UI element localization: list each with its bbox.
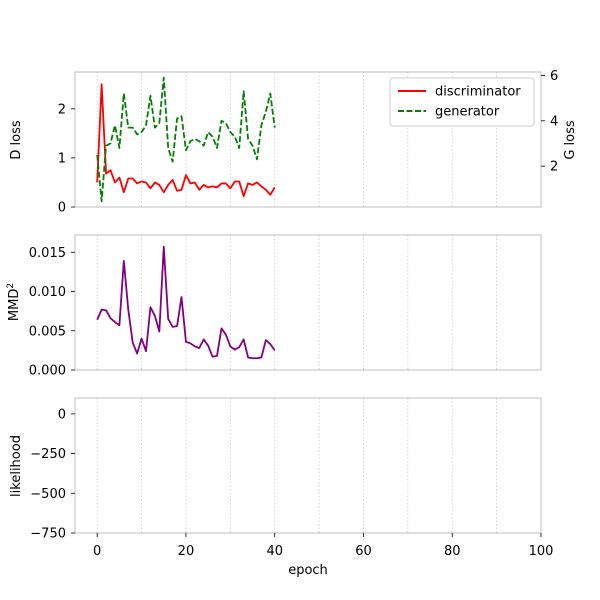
y-tick-label: 0 <box>58 407 66 422</box>
series-line-generator <box>96 76 276 203</box>
legend-label-discriminator: discriminator <box>435 85 521 100</box>
likelihood-grid <box>96 398 498 533</box>
y-tick-label: 0 <box>58 201 66 216</box>
x-tick-label: 60 <box>355 544 372 559</box>
y-tick-label: 1 <box>58 151 66 166</box>
mmd-y-ticks: 0.000 0.005 0.010 0.015 <box>29 246 75 379</box>
y-tick-label: 0.015 <box>29 246 66 261</box>
y-tick-label: 0.005 <box>29 324 66 339</box>
mmd-y-axis-label-sup: 2 <box>6 283 16 289</box>
mmd-panel: 0.000 0.005 0.010 0.015 MMD2 <box>6 234 542 379</box>
x-tick-label: 0 <box>93 544 101 559</box>
loss-grid <box>96 72 498 207</box>
mmd-y-axis-label-text: MMD <box>7 289 22 321</box>
legend-label-generator: generator <box>435 105 500 120</box>
mmd-plot-frame <box>74 234 542 371</box>
y-tick-label: −750 <box>30 527 66 542</box>
y-tick-label: 2 <box>58 102 66 117</box>
likelihood-x-ticks: 0 20 40 60 80 100 <box>93 533 553 559</box>
x-tick-label: 100 <box>529 544 554 559</box>
likelihood-panel: 0 −250 −500 −750 0 20 40 60 80 100 likelihood ep… <box>9 397 553 578</box>
y-tick-label: 0.010 <box>29 285 66 300</box>
x-tick-label: 20 <box>178 544 195 559</box>
x-tick-label: 80 <box>444 544 461 559</box>
loss-panel: 0 1 2 2 4 6 D loss G loss discriminator gene… <box>9 69 578 216</box>
mmd-y-axis-label: MMD2 <box>6 283 22 321</box>
y-tick-label: −500 <box>30 487 66 502</box>
loss-y-axis-label-right: G loss <box>563 120 578 160</box>
loss-y-ticks: 0 1 2 <box>58 102 75 216</box>
series-line-mmd <box>96 245 276 360</box>
x-tick-label: 40 <box>266 544 283 559</box>
y-tick-label-right: 6 <box>550 69 558 84</box>
y-tick-label-right: 2 <box>550 160 558 175</box>
y-tick-label-right: 4 <box>550 114 558 129</box>
likelihood-y-axis-label: likelihood <box>9 435 24 497</box>
likelihood-y-ticks: 0 −250 −500 −750 <box>30 407 75 542</box>
y-tick-label: 0.000 <box>29 364 66 379</box>
loss-y-ticks-right: 2 4 6 <box>541 69 558 175</box>
loss-y-axis-label: D loss <box>9 120 24 159</box>
x-axis-label: epoch <box>288 563 328 578</box>
series-line-discriminator <box>96 83 276 198</box>
likelihood-plot-frame <box>74 397 542 534</box>
y-tick-label: −250 <box>30 447 66 462</box>
loss-series <box>96 76 276 203</box>
loss-plot-frame <box>74 71 542 208</box>
loss-legend: discriminator generator <box>389 77 535 127</box>
mmd-series <box>96 245 276 360</box>
mmd-grid <box>96 235 498 370</box>
